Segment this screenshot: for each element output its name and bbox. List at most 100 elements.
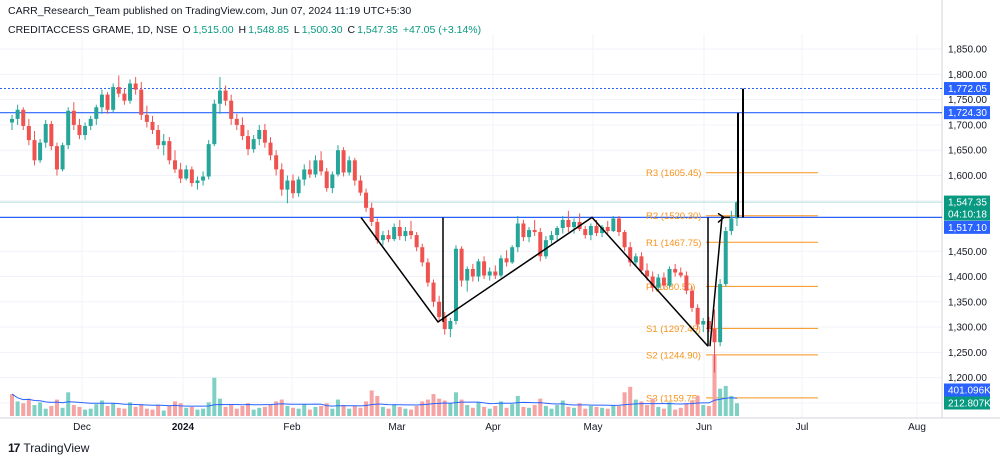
volume-bar [111,403,116,416]
horizontal-levels [0,88,942,218]
volume-bar [588,405,593,416]
volume-bar [577,403,582,416]
candle-body [296,179,301,194]
candle-body [335,150,340,175]
candle-body [673,268,678,273]
candle-body [605,227,610,232]
publisher-line: CARR_Research_Team published on TradingV… [8,5,412,17]
candle-body [240,124,245,137]
change-value: +47.05 (+3.14%) [402,24,482,36]
candle-body [572,221,576,228]
candle-body [71,110,76,125]
volume-bar [83,409,88,416]
volume-bar [43,408,48,416]
candle-body [206,144,211,177]
pattern-line [360,216,709,347]
volume-bar [465,405,470,416]
volume-bar [498,401,503,416]
candle-body [566,219,571,228]
volume-bar [566,406,571,416]
volume-bar [99,400,104,416]
price-tag: 212.807K [944,396,991,410]
volume-bar [217,398,222,416]
pivot-label: R1 (1467.75) [646,238,701,249]
pattern-arrow [709,216,730,347]
candle-body [302,169,307,180]
high-value: 1,548.85 [248,24,289,36]
volume-bar [622,392,627,416]
volume-bar [493,405,498,416]
candle-body [448,320,453,330]
volume-bar [543,405,548,416]
price-tag-bg [944,383,990,397]
candle-body [549,235,554,241]
volume-bar [246,403,251,416]
volume-bar [409,409,414,416]
candle-body [246,136,251,150]
close-label: C [347,24,356,36]
candle-body [144,114,149,122]
x-tick-label: May [584,422,603,433]
candle-body [279,169,284,190]
candle-body [690,290,695,308]
candle-body [493,271,498,276]
volume-bar [105,405,110,416]
x-tick-label: Feb [283,422,301,433]
price-tag: 1,547.35 [944,195,990,209]
volume-bar [66,392,71,416]
y-tick-label: 1,450.00 [948,247,987,258]
volume-bar [521,406,526,416]
candle-body [594,226,599,234]
candle-body [386,235,391,240]
candle-body [43,123,48,143]
candle-body [111,87,116,110]
volume-bar [392,404,397,416]
candle-body [217,90,222,104]
candle-body [397,227,402,237]
volume-bar [352,405,357,416]
candle-body [201,176,206,181]
candle-body [718,284,723,343]
y-tick-label: 1,300.00 [948,323,987,334]
candle-body [453,248,458,321]
x-tick-label: Apr [485,422,501,433]
candle-body [189,169,194,184]
candle-body [656,277,661,288]
candle-body [723,231,728,285]
candles [10,75,739,373]
candle-body [133,83,138,90]
candle-body [195,180,200,184]
price-tag-bg [944,82,990,96]
volume-bar [21,403,26,416]
volume-bar [414,405,419,416]
candle-body [257,130,262,140]
candle-body [15,109,20,119]
volume-bar [71,405,76,416]
volume-bar [285,405,290,416]
price-tag-bg [944,207,990,221]
y-tick-label: 1,850.00 [948,45,987,56]
volume-bar [251,409,256,416]
x-tick-label: Aug [908,422,926,433]
price-tag: 1,517.10 [944,220,990,234]
candle-body [712,329,717,343]
candle-body [633,256,638,263]
close-value: 1,547.35 [357,24,398,36]
price-tag: 401.096K [944,383,991,397]
pivot-label: R2 (1520.30) [646,211,701,222]
candle-body [510,247,515,263]
candle-body [560,219,565,229]
volume-bar [167,405,172,416]
volume-ma-line [11,393,738,407]
candle-body [352,160,357,181]
candle-body [178,169,183,179]
volume-bar [161,410,166,416]
pivot-label: R3 (1605.45) [646,168,701,179]
candle-body [431,282,436,302]
candle-body [150,121,155,130]
tradingview-logo[interactable]: 17 TradingView [8,441,89,455]
y-tick-label: 1,600.00 [948,171,987,182]
open-value: 1,515.00 [192,24,234,36]
